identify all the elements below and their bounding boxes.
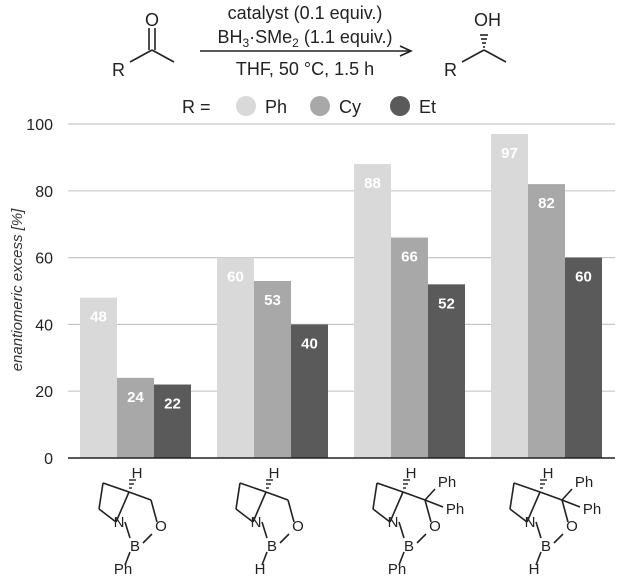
atom-h: H	[543, 465, 554, 482]
atom-n: N	[525, 514, 536, 531]
y-tick-label: 80	[35, 184, 53, 201]
bar-value-label: 24	[127, 389, 144, 406]
legend-label-ph: Ph	[265, 97, 287, 117]
ketone-bond-2	[151, 49, 175, 63]
atom-b: B	[130, 538, 140, 555]
y-tick-label: 100	[26, 117, 53, 134]
legend-label-et: Et	[419, 97, 436, 117]
scheme-text: O R OH R catalyst (0.1 equiv.) BH3·SMe2 …	[112, 3, 501, 80]
legend-prefix: R =	[182, 97, 211, 117]
legend-swatch-cy	[310, 96, 330, 116]
atom-o: O	[155, 518, 167, 535]
bar-chart: 0 20 40 60 80 100 48 60 88 97 24 53 66 82 22 40 52 60 en…	[9, 117, 615, 468]
bar-value-label: 66	[401, 249, 418, 266]
bar-et-2	[291, 324, 328, 458]
bar-value-label: 82	[538, 195, 555, 212]
bar-value-label: 40	[301, 335, 318, 352]
bar-et-1	[154, 384, 191, 458]
legend-swatch-ph	[236, 96, 256, 116]
bar-value-label: 60	[575, 269, 592, 286]
alcohol-bond-1	[461, 49, 485, 63]
boron-substituent: Ph	[388, 561, 406, 576]
bar-ph-3	[354, 164, 391, 458]
ketone-bond-1	[129, 49, 153, 63]
bar-et-3	[428, 284, 465, 458]
alcohol-r-group: R	[444, 60, 457, 80]
gem-phenyl-1: Ph	[575, 474, 593, 491]
reaction-scheme	[129, 28, 507, 63]
stereo-hash-wedge	[129, 479, 136, 489]
bar-value-label: 22	[164, 396, 181, 413]
atom-o: O	[566, 518, 578, 535]
atom-h: H	[132, 465, 143, 482]
stereo-hash-wedge	[540, 479, 547, 489]
alcohol-bond-2	[483, 49, 507, 63]
atom-n: N	[251, 514, 262, 531]
bar-value-label: 52	[438, 295, 455, 312]
atom-h: H	[406, 465, 417, 482]
bar-value-label: 88	[364, 175, 381, 192]
atom-b: B	[404, 538, 414, 555]
catalyst-structure-3: H NBO Ph Ph Ph	[372, 465, 464, 576]
atom-o: O	[429, 518, 441, 535]
y-tick-label: 0	[44, 451, 53, 468]
legend: R = Ph Cy Et	[182, 96, 436, 117]
legend-swatch-et	[390, 96, 410, 116]
bar-et-4	[565, 257, 602, 458]
catalyst-structure-1: H NBO Ph	[98, 465, 167, 576]
y-tick-label: 20	[35, 384, 53, 401]
atom-b: B	[267, 538, 277, 555]
atom-o: O	[292, 518, 304, 535]
bar-ph-2	[217, 257, 254, 458]
ketone-oxygen: O	[145, 10, 159, 30]
bar-value-label: 97	[501, 145, 518, 162]
gem-phenyl-2: Ph	[583, 501, 601, 518]
stereo-hash-wedge	[266, 479, 273, 489]
bar-ph-4	[491, 134, 528, 458]
reagent-borane: BH3·SMe2 (1.1 equiv.)	[217, 27, 392, 50]
bar-value-labels: 48 60 88 97 24 53 66 82 22 40 52 60	[90, 145, 592, 413]
reagent-catalyst: catalyst (0.1 equiv.)	[228, 3, 383, 23]
reaction-arrow-head	[399, 45, 413, 57]
boron-substituent: Ph	[114, 561, 132, 576]
stereo-hash-wedge	[403, 479, 410, 489]
atom-n: N	[388, 514, 399, 531]
gem-phenyl-1: Ph	[438, 474, 456, 491]
bar-value-label: 60	[227, 269, 244, 286]
atom-n: N	[114, 514, 125, 531]
boron-substituent: H	[529, 561, 540, 576]
bar-cy-4	[528, 184, 565, 458]
alcohol-oh: OH	[474, 10, 501, 30]
alcohol-hash-wedge	[480, 34, 488, 48]
bar-value-label: 48	[90, 309, 107, 326]
bar-ph-1	[80, 297, 117, 458]
y-tick-labels: 0 20 40 60 80 100	[26, 117, 53, 468]
atom-b: B	[541, 538, 551, 555]
atom-h: H	[269, 465, 280, 482]
y-tick-label: 60	[35, 251, 53, 268]
y-tick-label: 40	[35, 317, 53, 334]
legend-label-cy: Cy	[339, 97, 361, 117]
catalyst-structure-4: H NBO H Ph Ph	[509, 465, 601, 576]
ketone-r-group: R	[112, 60, 125, 80]
gem-phenyl-2: Ph	[446, 501, 464, 518]
bar-cy-3	[391, 237, 428, 458]
reaction-conditions: THF, 50 °C, 1.5 h	[236, 59, 374, 79]
bar-cy-2	[254, 280, 291, 458]
boron-substituent: H	[255, 561, 266, 576]
bar-value-label: 53	[264, 292, 281, 309]
y-axis-title: enantiomeric excess [%]	[9, 208, 26, 371]
bars	[80, 134, 602, 458]
bar-cy-1	[117, 377, 154, 458]
catalyst-structure-2: H NBO H	[235, 465, 304, 576]
